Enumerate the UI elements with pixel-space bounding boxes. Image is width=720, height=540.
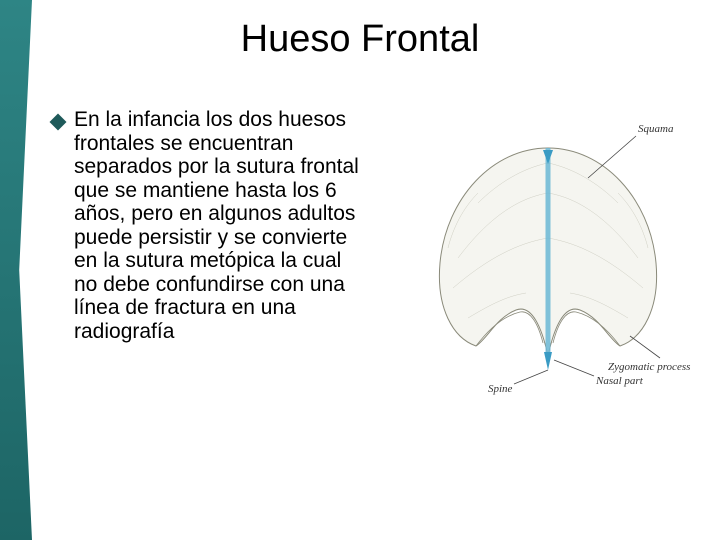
label-zygomatic: Zygomatic process xyxy=(608,361,690,373)
label-spine: Spine xyxy=(488,383,513,395)
content-block: En la infancia los dos huesos frontales … xyxy=(52,108,368,343)
body-text: En la infancia los dos huesos frontales … xyxy=(74,108,368,343)
bullet-item: En la infancia los dos huesos frontales … xyxy=(52,108,368,343)
slide: Hueso Frontal En la infancia los dos hue… xyxy=(0,0,720,540)
slide-edge-decoration xyxy=(0,0,32,540)
frontal-bone-figure: Squama Zygomatic process Nasal part Spin… xyxy=(398,108,698,396)
label-squama: Squama xyxy=(638,123,674,135)
slide-title: Hueso Frontal xyxy=(0,18,720,61)
diamond-bullet-icon xyxy=(50,114,67,131)
label-nasal: Nasal part xyxy=(595,375,644,387)
bone-shape-icon xyxy=(439,148,656,370)
